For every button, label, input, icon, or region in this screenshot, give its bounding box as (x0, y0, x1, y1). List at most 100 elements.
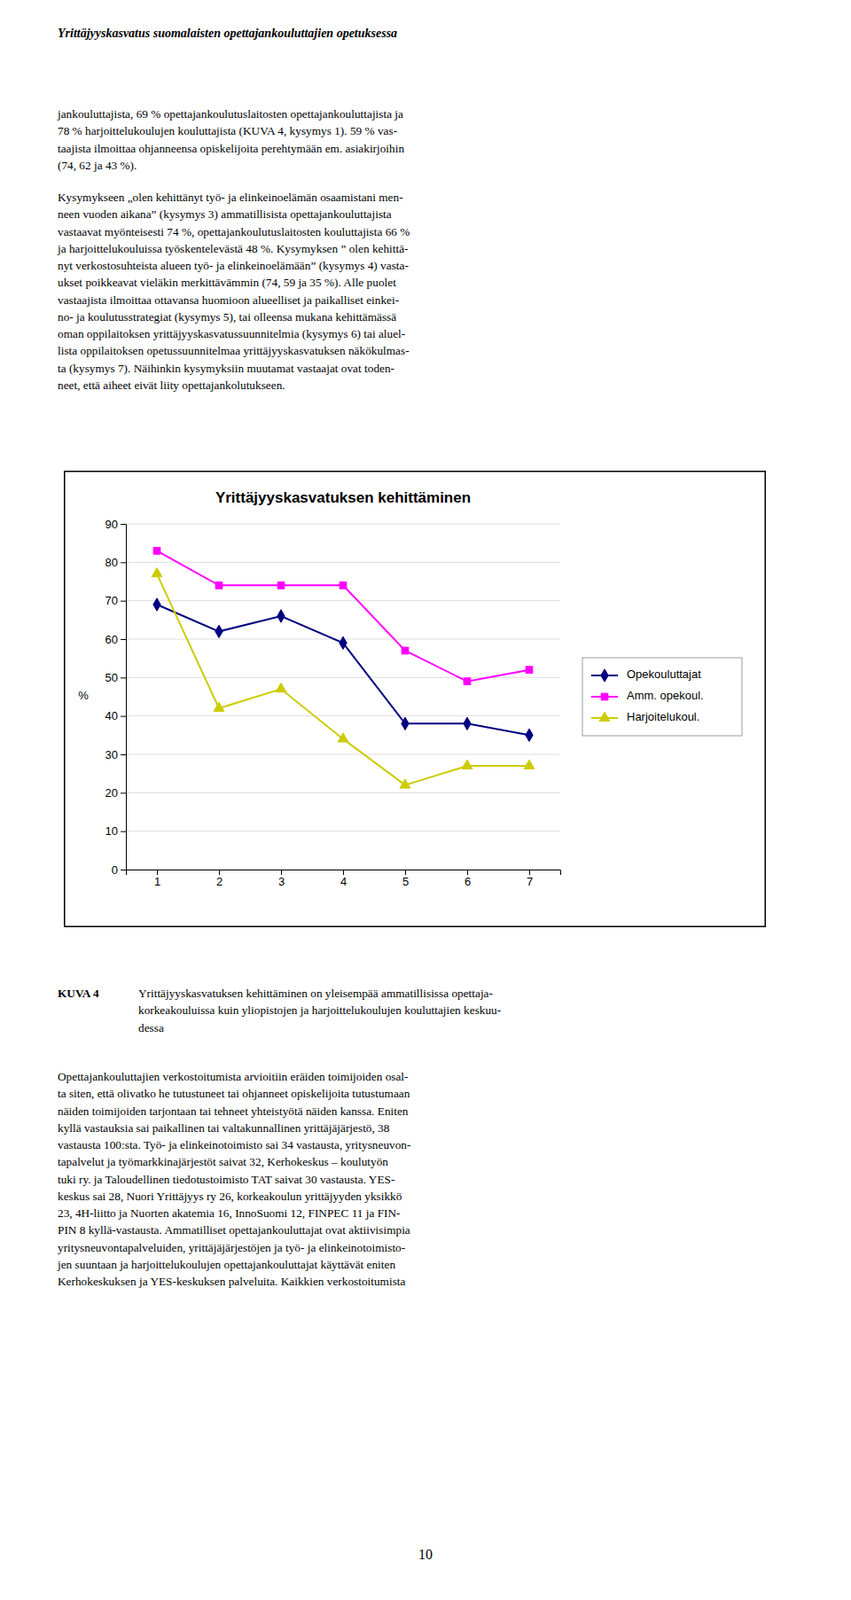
series-marker (525, 666, 533, 674)
series-markers (153, 546, 533, 685)
series-marker (399, 779, 411, 789)
legend-item: Amm. opekoul. (591, 688, 704, 703)
y-tick: 60 (105, 632, 126, 647)
series-marker (275, 683, 287, 693)
series-marker (525, 728, 533, 742)
x-tick: 1 (154, 869, 161, 889)
series-marker (401, 647, 409, 655)
x-tick-mark (156, 869, 158, 875)
legend-label: Opekouluttajat (626, 667, 702, 681)
legend-label: Amm. opekoul. (626, 688, 704, 703)
legend-marker (599, 711, 610, 721)
grid-line (125, 715, 561, 717)
x-tick-mark (343, 869, 344, 875)
series-group (151, 546, 535, 789)
x-tick-label: 4 (340, 874, 347, 889)
chart-frame (64, 471, 766, 928)
x-tick: 3 (278, 869, 285, 889)
grid-line (125, 792, 561, 794)
x-tick: 4 (340, 869, 347, 889)
series-marker (463, 717, 471, 730)
y-tick: 80 (105, 555, 126, 570)
y-tick: 20 (105, 786, 126, 800)
y-tick-label: 50 (105, 671, 118, 685)
y-tick: 40 (105, 709, 126, 723)
para2: Kysymykseen „olen kehittänyt työ- ja eli… (57, 188, 410, 394)
series-marker (523, 759, 535, 769)
series-marker (153, 546, 161, 555)
series-marker (339, 636, 347, 649)
chart-title: Yrittäjyyskasvatuksen kehittäminen (215, 489, 471, 507)
series-line (156, 573, 530, 785)
y-tick-mark (120, 831, 126, 833)
y-tick-mark (120, 639, 126, 641)
caption-label: KUVA 4 (57, 984, 100, 1002)
series-line (156, 550, 530, 681)
series-marker (277, 609, 285, 623)
chart: 12345670102030405060708090Yrittäjyyskasv… (63, 470, 766, 928)
y-tick-label: 10 (105, 824, 118, 838)
grid-line (125, 677, 561, 679)
y-tick: 10 (105, 824, 126, 838)
legend-item: Opekouluttajat (591, 667, 702, 682)
header: Yrittäjyyskasvatus suomalaisten opettaja… (57, 26, 398, 41)
y-tick-label: 90 (105, 517, 118, 531)
y-tick-mark (120, 716, 126, 718)
y-tick: 70 (105, 593, 126, 608)
x-tick: 7 (526, 869, 533, 889)
series-marker (401, 717, 409, 730)
caption-text: Yrittäjyyskasvatuksen kehittäminen on yl… (138, 984, 501, 1037)
y-tick: 90 (105, 517, 126, 531)
y-tick-label: 20 (105, 786, 118, 800)
y-tick: 50 (105, 671, 126, 685)
y-tick-mark (120, 677, 126, 679)
x-tick: 2 (216, 869, 223, 889)
y-tick-label: 70 (105, 593, 118, 608)
y-tick: 30 (105, 748, 126, 762)
x-tick-label: 7 (526, 874, 533, 889)
x-axis: 1 2 3 4 5 6 7 (126, 869, 562, 889)
y-tick-mark (120, 792, 126, 794)
x-tick-mark (218, 869, 220, 875)
grid-line (125, 600, 561, 602)
para1: jankouluttajista, 69 % opettajankoulutus… (57, 105, 405, 174)
x-tick-label: 3 (278, 874, 285, 889)
legend-marker (601, 693, 609, 701)
grid (125, 523, 561, 870)
y-tick-label: 0 (111, 863, 118, 877)
grid-line (125, 830, 561, 832)
x-tick-label: 6 (464, 874, 471, 889)
series-marker (153, 598, 161, 611)
legend: Opekouluttajat Amm. opekoul. Harjoitelukou… (582, 657, 742, 736)
series-marker (215, 581, 223, 589)
y-tick-label: 30 (105, 748, 118, 762)
page-number: 10 (0, 1546, 851, 1563)
y-tick-mark (120, 562, 126, 563)
legend-label: Harjoitelukoul. (626, 710, 700, 724)
y-tick-mark (120, 869, 126, 871)
y-axis: 0 10 20 30 40 50 60 70 80 90 (105, 517, 127, 877)
para3: Opettajankouluttajien verkostoitumista a… (57, 1068, 411, 1290)
series-markers (153, 598, 533, 742)
legend-frame (582, 657, 742, 736)
grid-line (125, 562, 561, 563)
grid-line (125, 754, 561, 756)
legend-marker (601, 669, 609, 682)
x-tick: 5 (402, 869, 409, 889)
legend-item: Harjoitelukoul. (591, 710, 700, 724)
x-tick-label: 1 (154, 874, 161, 889)
x-tick-label: 2 (216, 874, 223, 889)
y-tick-label: 40 (105, 709, 118, 723)
series-marker (213, 702, 225, 711)
x-tick-label: 5 (402, 874, 409, 889)
y-tick: 0 (111, 863, 126, 877)
series-marker (463, 678, 471, 686)
series-marker (215, 624, 223, 638)
y-tick-label: 60 (105, 632, 118, 647)
series-marker (337, 733, 349, 742)
series-marker (277, 581, 285, 589)
x-axis-line (126, 870, 562, 876)
series-line (156, 604, 530, 735)
y-tick-label: 80 (105, 555, 118, 570)
y-axis-title: % (78, 688, 89, 703)
